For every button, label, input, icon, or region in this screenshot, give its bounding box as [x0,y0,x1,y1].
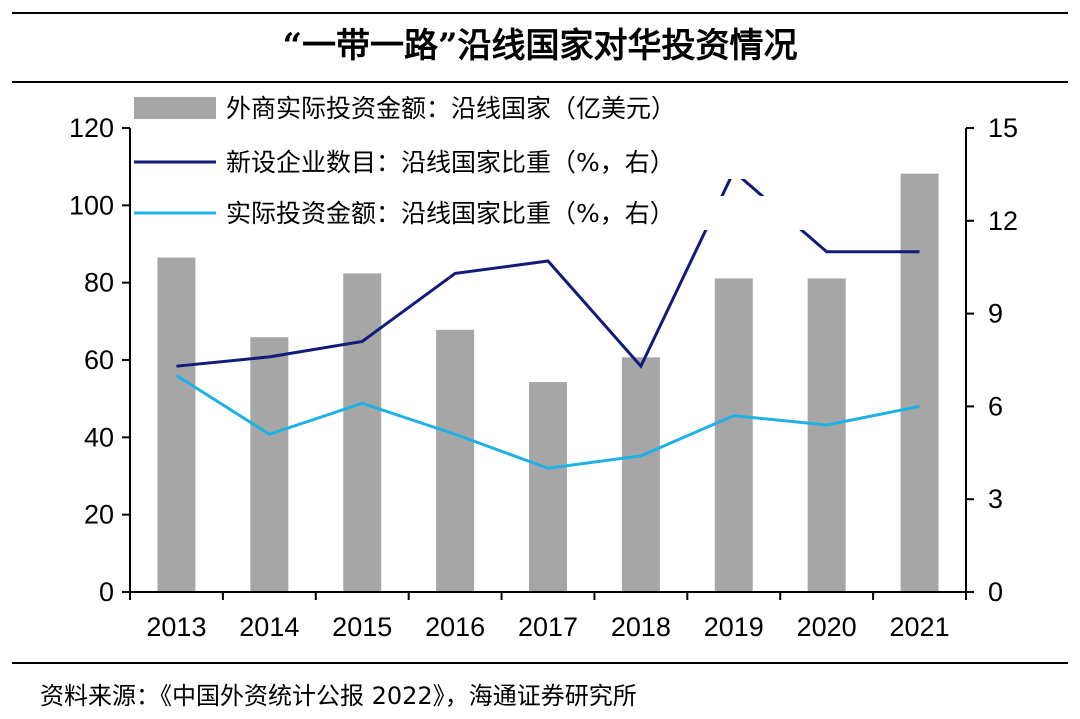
x-tick-label: 2017 [518,612,578,642]
right-tick-label: 9 [988,299,1003,329]
right-tick-label: 12 [988,206,1018,236]
x-tick-label: 2019 [704,612,764,642]
legend-label-backdrop [222,196,812,230]
x-tick-label: 2016 [425,612,485,642]
right-tick-label: 3 [988,484,1003,514]
bar-2017 [529,382,567,592]
x-tick-label: 2014 [239,612,299,642]
left-tick-label: 120 [69,113,114,143]
actual-investment-share-line [175,374,920,470]
legend-label: 新设企业数目：沿线国家比重（%，右） [226,148,675,177]
chart-title: “一带一路”沿线国家对华投资情况 [282,26,798,66]
x-tick-label: 2018 [611,612,671,642]
bar-2020 [807,278,846,592]
top-rule [12,12,1068,14]
bar-2018 [621,357,660,592]
legend-swatch-bar [134,97,216,119]
legend-label-backdrop [222,145,812,179]
bar-2016 [436,329,475,592]
left-tick-label: 0 [99,577,114,607]
right-tick-label: 6 [988,391,1003,421]
bar-2019 [714,278,753,592]
bar-2014 [250,337,289,592]
x-tick-label: 2013 [146,612,206,642]
left-tick-label: 20 [84,500,114,530]
right-tick-label: 0 [988,577,1003,607]
title-rule [12,81,1068,83]
legend-label: 外商实际投资金额：沿线国家（亿美元） [226,94,676,123]
source-note: 资料来源：《中国外资统计公报 2022》，海通证券研究所 [40,682,637,710]
left-tick-label: 40 [84,422,114,452]
x-tick-label: 2020 [797,612,857,642]
bar-2021 [900,173,939,593]
x-tick-label: 2015 [332,612,392,642]
right-tick-label: 15 [988,113,1018,143]
bottom-rule [12,662,1068,664]
legend-label: 实际投资金额：沿线国家比重（%，右） [226,199,675,228]
left-tick-label: 80 [84,268,114,298]
left-tick-label: 60 [84,345,114,375]
x-tick-label: 2021 [890,612,950,642]
legend-label-backdrop [222,91,812,125]
bar-2013 [157,257,196,592]
bar-2015 [343,273,382,592]
left-tick-label: 100 [69,190,114,220]
